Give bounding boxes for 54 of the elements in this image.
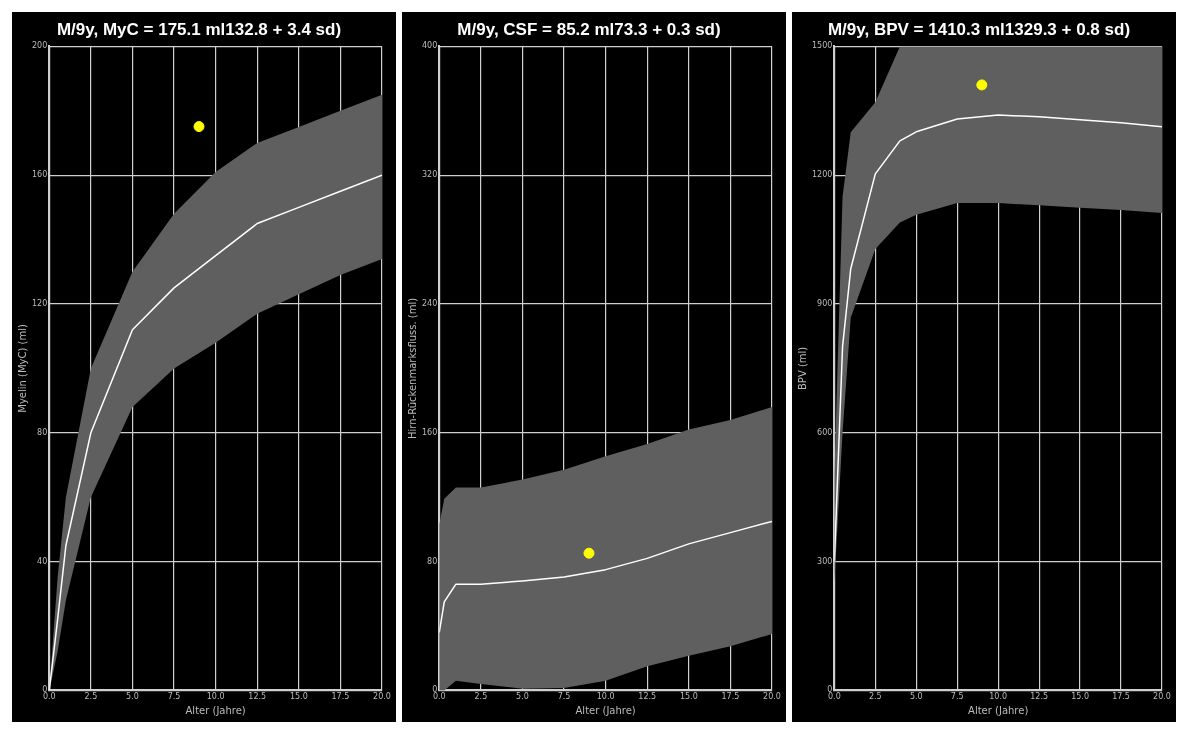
y-axis-title: Hirn-Rückenmarksfluss. (ml) [406, 297, 418, 439]
chart-title: M/9y, CSF = 85.2 ml73.3 + 0.3 sd) [457, 19, 721, 39]
y-tick-label: 0 [827, 685, 833, 695]
x-tick-label: 10.0 [989, 692, 1008, 702]
x-tick-label: 2.5 [84, 692, 98, 702]
x-axis-title: Alter (Jahre) [185, 704, 246, 716]
y-tick-label: 400 [421, 41, 438, 51]
x-axis-title: Alter (Jahre) [575, 704, 636, 716]
y-tick-label: 80 [427, 556, 438, 566]
y-tick-label: 320 [421, 170, 438, 180]
x-tick-label: 17.5 [331, 692, 350, 702]
x-tick-label: 0.0 [42, 692, 56, 702]
x-tick-label: 2.5 [868, 692, 882, 702]
chart-title: M/9y, BPV = 1410.3 ml1329.3 + 0.8 sd) [827, 19, 1131, 39]
y-tick-label: 40 [37, 556, 48, 566]
y-tick-label: 80 [37, 427, 48, 437]
y-tick-label: 120 [31, 299, 48, 309]
x-tick-label: 20.0 [1153, 692, 1171, 702]
x-tick-label: 20.0 [373, 692, 391, 702]
x-tick-label: 17.5 [721, 692, 740, 702]
x-tick-label: 2.5 [474, 692, 488, 702]
x-tick-label: 7.5 [950, 692, 964, 702]
x-axis-title: Alter (Jahre) [968, 704, 1029, 716]
x-tick-label: 0.0 [432, 692, 446, 702]
x-tick-label: 15.0 [679, 692, 698, 702]
x-tick-label: 7.5 [167, 692, 181, 702]
y-tick-label: 900 [817, 299, 833, 309]
y-tick-label: 0 [432, 685, 438, 695]
chart-title: M/9y, MyC = 175.1 ml132.8 + 3.4 sd) [56, 19, 342, 39]
x-tick-label: 10.0 [206, 692, 225, 702]
y-tick-label: 160 [421, 427, 438, 437]
x-tick-label: 10.0 [596, 692, 615, 702]
x-tick-label: 5.0 [126, 692, 139, 702]
x-tick-label: 20.0 [763, 692, 781, 702]
y-tick-label: 160 [31, 170, 48, 180]
y-axis-title: Myelin (MyC) (ml) [16, 324, 28, 413]
x-tick-label: 12.5 [1030, 692, 1049, 702]
y-tick-label: 200 [31, 41, 48, 51]
x-tick-label: 12.5 [248, 692, 267, 702]
x-tick-label: 5.0 [909, 692, 923, 702]
y-tick-label: 1500 [812, 41, 833, 51]
y-tick-label: 0 [42, 685, 48, 695]
x-tick-label: 12.5 [638, 692, 657, 702]
x-tick-label: 5.0 [516, 692, 529, 702]
y-axis-title: BPV (ml) [796, 346, 808, 391]
x-tick-label: 7.5 [557, 692, 571, 702]
x-tick-label: 17.5 [1112, 692, 1130, 702]
y-tick-label: 300 [817, 556, 833, 566]
y-tick-label: 240 [421, 299, 438, 309]
x-tick-label: 15.0 [1071, 692, 1089, 702]
y-tick-label: 1200 [812, 170, 833, 180]
x-tick-label: 0.0 [827, 692, 841, 702]
y-tick-label: 600 [817, 427, 833, 437]
x-tick-label: 15.0 [289, 692, 308, 702]
